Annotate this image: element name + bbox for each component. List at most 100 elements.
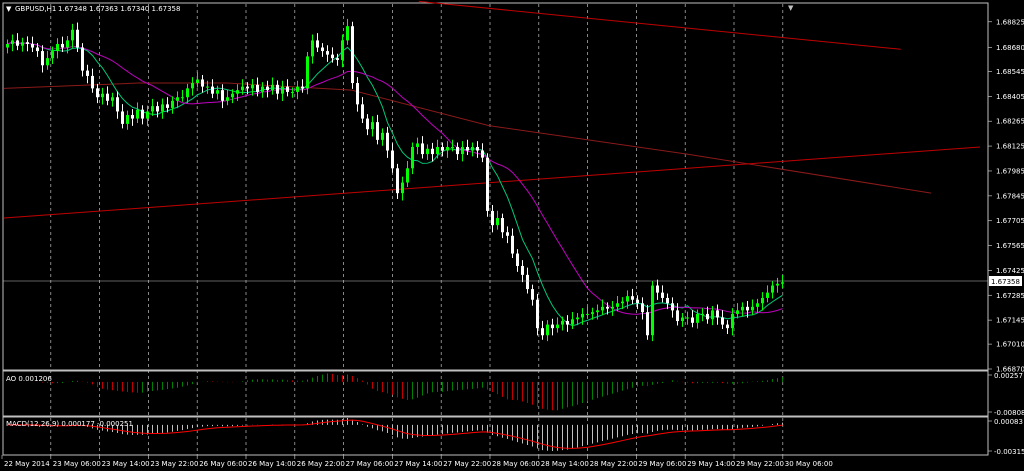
candle-body [386,132,389,151]
macd-panel-frame [2,416,989,456]
current-price-box [989,276,1022,286]
price-tick-label: 1.68125 [996,143,1024,151]
candle-body [356,83,359,105]
candle-body [321,47,324,52]
candle-body [281,86,284,94]
candle-body [621,301,624,304]
candle-body [496,218,499,226]
current-price-label: 1.67358 [991,278,1020,286]
candle-body [251,84,254,89]
candle-body [456,146,459,155]
trendline[interactable] [418,0,901,50]
candle-body [126,115,129,124]
candle-body [436,146,439,155]
price-axis[interactable]: 1.68825 1.68680 1.68545 1.68405 1.68265 1.681… [988,18,1024,456]
candle-body [451,146,454,148]
candle-body [316,40,319,48]
candle-body [161,104,164,112]
candle-body [501,218,504,233]
candle-body [141,109,144,119]
main-chart-frame [2,2,989,371]
time-tick-label: 27 May 14:00 [394,460,442,468]
candle-body [696,313,699,323]
candle-body [346,26,349,41]
candle-body [311,40,314,57]
candle-body [751,306,754,311]
candle-body [556,324,559,329]
candle-body [661,292,664,298]
candle-body [186,88,189,98]
time-tick-label: 23 May 14:00 [102,460,150,468]
candle-body [366,118,369,130]
candle-body [36,47,39,52]
candle-body [21,42,24,46]
candle-body [86,70,89,76]
indicator-tick-label: 0.00083 [994,418,1023,426]
candle-body [401,182,404,194]
candle-body [756,303,759,307]
candle-body [686,317,689,319]
chart-menu-icon[interactable]: ▼ [6,5,12,13]
vertical-grid [50,4,784,455]
trendline[interactable] [3,82,932,194]
candle-body [361,104,364,119]
ma-slow-line [7,41,783,315]
macd-signal-line [7,419,783,449]
candle-body [741,306,744,311]
candle-body [146,111,149,119]
ao-histogram [37,373,783,411]
candle-body [261,86,264,92]
time-tick-label: 26 May 06:00 [199,460,247,468]
candle-body [581,313,584,318]
price-tick-label: 1.68545 [996,68,1024,76]
candle-body [651,285,654,336]
candle-body [66,40,69,48]
candle-body [711,310,714,320]
time-tick-label: 28 May 22:00 [590,460,638,468]
candle-body [466,146,469,151]
candle-body [71,29,74,41]
candle-body [206,86,209,88]
candle-body [416,143,419,147]
candle-body [116,97,119,112]
ma-fast-line [7,41,783,327]
time-tick-label: 29 May 14:00 [687,460,735,468]
price-tick-label: 1.67705 [996,217,1024,225]
candle-body [351,26,354,84]
time-axis[interactable]: 22 May 2014 23 May 06:00 23 May 14:00 23 Ma… [1,455,833,468]
candle-body [411,146,414,169]
candle-body [296,86,299,92]
time-tick-label: 23 May 22:00 [150,460,198,468]
candle-body [201,79,204,87]
candle-body [406,168,409,183]
candle-body [516,253,519,266]
candle-body [221,90,224,101]
candle-body [646,312,649,336]
candle-body [611,306,614,309]
candle-body [681,317,684,322]
candle-body [246,86,249,89]
candle-body [171,100,174,108]
candle-body [271,84,274,91]
down-triangle-icon[interactable]: ▼ [788,4,794,12]
candle-body [546,324,549,336]
price-tick-label: 1.68405 [996,93,1024,101]
candle-body [286,86,289,92]
candle-body [531,289,534,300]
candle-body [561,321,564,325]
ohlc-values: 1.67348 1.67363 1.67340 1.67358 [58,5,180,13]
candle-body [306,56,309,89]
trendline[interactable] [3,146,981,219]
candle-body [566,321,569,325]
candle-body [156,106,159,112]
candle-body [481,150,484,158]
trendline-layer[interactable] [3,0,981,219]
candle-body [691,317,694,323]
candle-body [96,88,99,98]
candle-body [216,90,219,94]
candle-body [16,40,19,46]
time-tick-label: 30 May 06:00 [785,460,833,468]
candle-body [521,265,524,275]
time-tick-label: 28 May 14:00 [541,460,589,468]
